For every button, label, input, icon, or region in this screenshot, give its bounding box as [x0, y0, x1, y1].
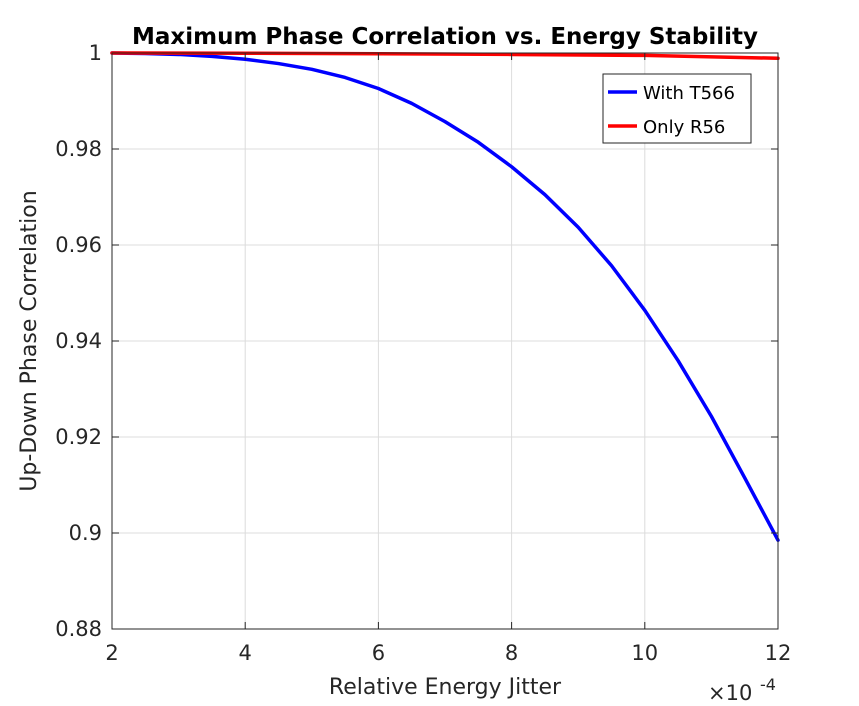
- chart-title: Maximum Phase Correlation vs. Energy Sta…: [132, 24, 758, 50]
- y-tick-label: 0.9: [69, 521, 102, 545]
- x-axis-exponent-power: -4: [760, 675, 776, 694]
- y-tick-label: 1: [89, 41, 102, 65]
- x-axis-label: Relative Energy Jitter: [329, 675, 562, 700]
- x-tick-label: 2: [105, 641, 118, 665]
- x-tick-label: 12: [765, 641, 792, 665]
- legend: With T566 Only R56: [602, 73, 752, 144]
- y-tick-label: 0.88: [55, 617, 102, 641]
- y-axis-label: Up-Down Phase Correlation: [17, 190, 42, 491]
- x-tick-label: 8: [505, 641, 518, 665]
- legend-box: [602, 73, 752, 144]
- x-tick-label: 10: [631, 641, 658, 665]
- y-tick-label: 0.92: [55, 425, 102, 449]
- y-tick-label: 0.98: [55, 137, 102, 161]
- y-tick-label: 0.96: [55, 233, 102, 257]
- x-axis-exponent-base: ×10: [708, 681, 752, 705]
- axis-ticks: 2 4 6 8 10 12 0.88 0.9 0.92 0.94 0.96 0.98 1: [55, 41, 791, 665]
- x-tick-label: 4: [239, 641, 252, 665]
- x-tick-label: 6: [372, 641, 385, 665]
- series-line-with-t566: [110, 51, 780, 542]
- legend-label-with-t566: With T566: [643, 83, 735, 104]
- legend-label-only-r56: Only R56: [643, 117, 725, 138]
- y-tick-label: 0.94: [55, 329, 102, 353]
